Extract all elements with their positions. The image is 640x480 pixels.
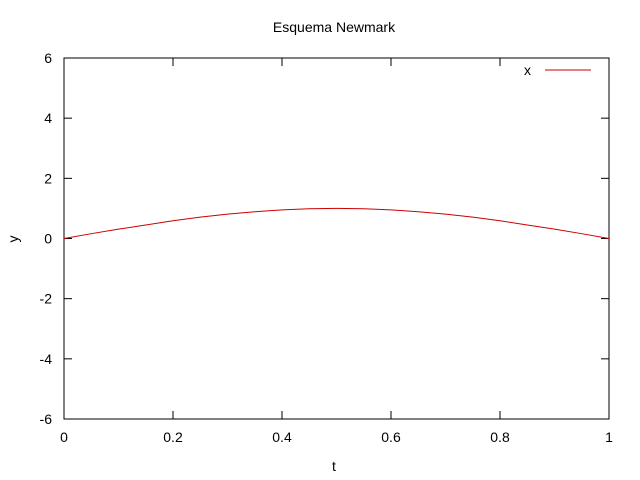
y-tick-label: -4 xyxy=(40,351,53,367)
y-tick-label: -6 xyxy=(40,411,53,427)
x-axis-ticks xyxy=(63,58,610,419)
legend-label-x: x xyxy=(524,62,531,78)
y-axis-label: y xyxy=(5,236,21,243)
y-tick-label: 6 xyxy=(44,50,52,66)
x-tick-label: 0.2 xyxy=(163,429,183,445)
plot-frame xyxy=(63,57,610,420)
x-axis-label: t xyxy=(332,458,336,474)
x-tick-label: 0.6 xyxy=(381,429,401,445)
x-tick-label: 1 xyxy=(605,429,613,445)
y-tick-label: 4 xyxy=(44,110,52,126)
x-tick-label: 0 xyxy=(60,429,68,445)
y-tick-label: -2 xyxy=(40,291,53,307)
legend: x xyxy=(524,62,591,78)
x-tick-label: 0.4 xyxy=(272,429,292,445)
x-tick-label: 0.8 xyxy=(490,429,510,445)
y-axis-ticks xyxy=(64,57,609,420)
series-line-x xyxy=(63,207,610,239)
x-axis-tick-labels: 0 0.2 0.4 0.6 0.8 1 xyxy=(60,429,613,445)
chart-title: Esquema Newmark xyxy=(273,19,396,35)
y-tick-label: 0 xyxy=(44,231,52,247)
series-group xyxy=(63,207,610,239)
y-axis-tick-labels: -6 -4 -2 0 2 4 6 xyxy=(40,50,53,427)
y-tick-label: 2 xyxy=(44,170,52,186)
